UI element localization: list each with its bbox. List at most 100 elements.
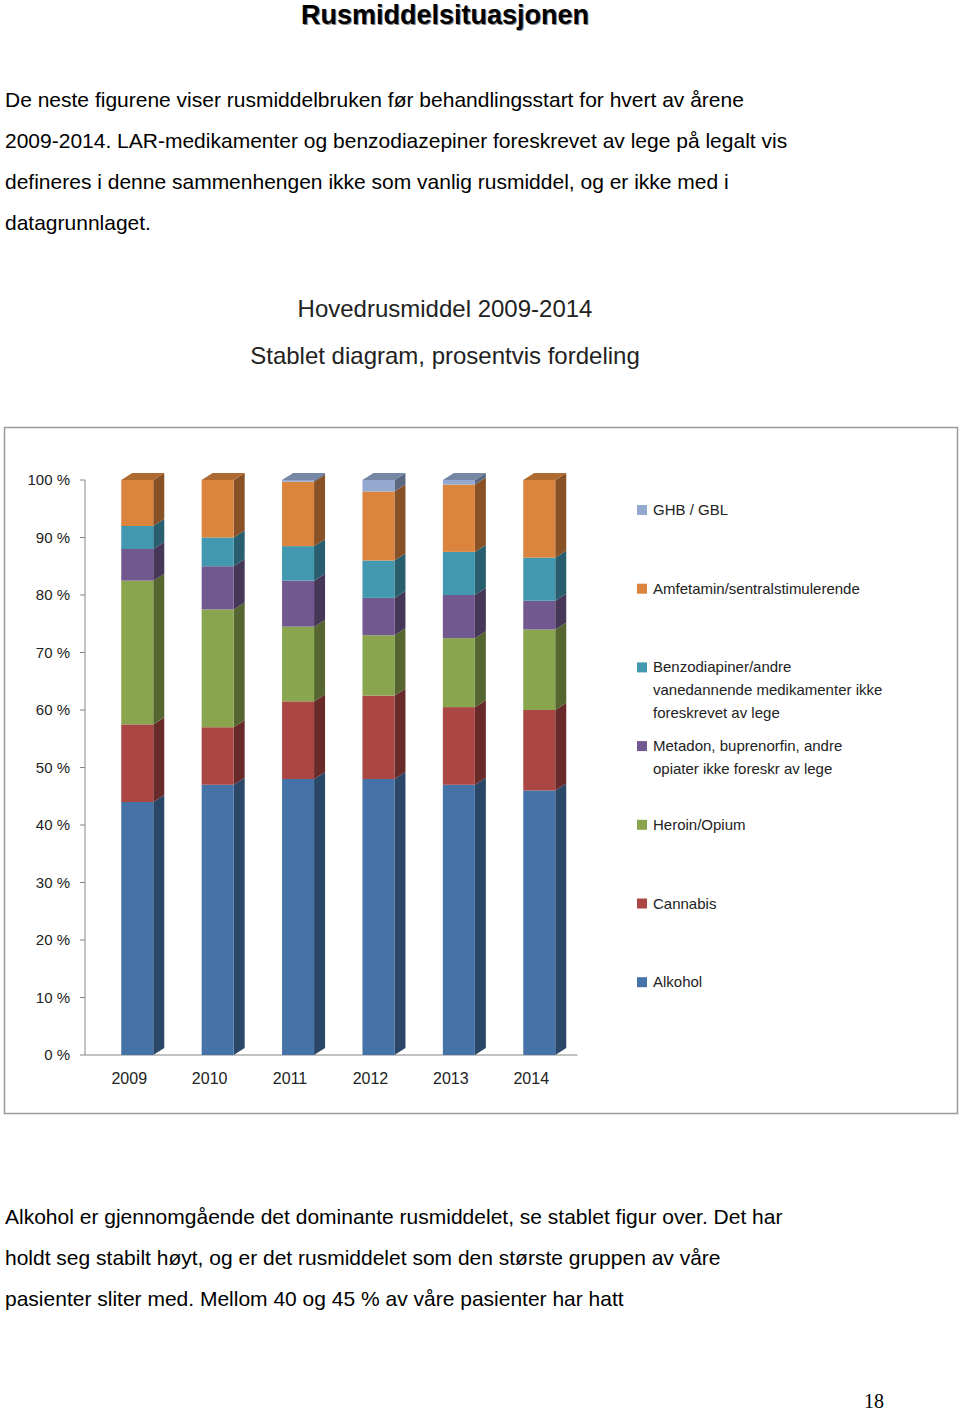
bar-segment [121,526,153,549]
legend-line: foreskrevet av lege [653,704,780,721]
y-tick-label: 20 % [36,931,70,948]
legend-swatch [637,977,647,987]
bar-segment [282,627,314,702]
bar-side [234,778,245,1055]
intro-line: defineres i denne sammenhengen ikke som … [5,170,729,194]
bar-side [314,574,325,627]
legend-label: Metadon, buprenorfin, andre opiater ikke … [653,737,842,777]
bar-segment [202,785,234,1055]
body-line: holdt seg stabilt høyt, og er det rusmid… [5,1246,721,1270]
page: Rusmiddelsituasjonen De neste figurene vi… [0,0,960,1412]
bar-side [394,591,405,635]
bar-segment [523,480,555,558]
bar-side [555,473,566,558]
bar-segment [362,598,394,635]
bar-top [523,473,566,480]
bar-top [202,473,245,480]
bar-segment [523,710,555,791]
bar-side [475,478,486,552]
y-tick [80,882,85,883]
bar-segment [443,480,475,485]
heading: Rusmiddelsituasjonen [0,0,890,30]
bar-side [555,703,566,791]
legend-label: Alkohol [653,973,702,990]
bar-top [362,473,405,480]
y-tick-label: 50 % [36,759,70,776]
bar-side [153,795,164,1055]
bar-side [394,628,405,695]
bar-side [153,717,164,802]
bar-side [234,720,245,785]
x-tick-label: 2010 [192,1070,228,1087]
y-tick-label: 0 % [44,1046,70,1063]
legend-label: Amfetamin/sentralstimulerende [653,580,860,597]
bar-side [475,631,486,707]
bar-side [555,551,566,601]
bar-segment [362,480,394,492]
bar-segment [282,546,314,581]
bar-side [394,554,405,598]
legend-swatch [637,741,647,751]
y-tick-label: 60 % [36,701,70,718]
bar-side [475,778,486,1055]
legend-line: GHB / GBL [653,501,728,518]
bar-segment [282,480,314,482]
bar-side [394,689,405,779]
bar-side [555,784,566,1056]
legend-label: Cannabis [653,895,716,912]
legend-label: Benzodiapiner/andrevanedannende medikame… [653,658,882,721]
bar-segment [121,549,153,581]
y-tick [80,997,85,998]
y-tick-label: 40 % [36,816,70,833]
bar-segment [523,601,555,630]
bar-segment [121,581,153,725]
bar-side [314,772,325,1055]
bar-top [443,473,486,480]
bar-top [121,473,164,480]
bar-segment [362,561,394,598]
x-tick-label: 2013 [433,1070,469,1087]
legend-line: Alkohol [653,973,702,990]
y-tick-label: 30 % [36,874,70,891]
bar-side [394,772,405,1055]
bar-segment [443,552,475,595]
y-tick-label: 80 % [36,586,70,603]
bar-segment [362,779,394,1055]
bar-segment [443,707,475,785]
bar-side [234,602,245,727]
x-tick-label: 2009 [111,1070,147,1087]
bar-segment [443,638,475,707]
bar-segment [523,630,555,711]
chart-frame [5,428,958,1114]
legend-label: GHB / GBL [653,501,728,518]
legend-label: Heroin/Opium [653,816,746,833]
bar-side [475,700,486,785]
legend-swatch [637,505,647,515]
bar-side [314,620,325,702]
bar-segment [121,724,153,802]
bar-segment [202,566,234,609]
bar-segment [282,701,314,779]
y-tick [80,940,85,941]
legend-swatch [637,584,647,594]
bar-side [153,574,164,725]
legend-line: Heroin/Opium [653,816,746,833]
bar-top [282,473,325,480]
bar-side [234,559,245,609]
legend-line: Metadon, buprenorfin, andre [653,737,842,754]
bar-side [475,588,486,638]
bar-segment [282,581,314,627]
y-tick-label: 100 % [27,471,70,488]
intro-line: De neste figurene viser rusmiddelbruken … [5,88,744,112]
y-tick [80,595,85,596]
bar-segment [121,802,153,1055]
legend-line: Cannabis [653,895,716,912]
chart: Hovedrusmiddel 2009-2014Stablet diagram,… [0,0,960,1412]
y-tick-label: 90 % [36,529,70,546]
body-line: Alkohol er gjennomgående det dominante r… [5,1205,782,1229]
y-tick [80,825,85,826]
bar-segment [362,635,394,695]
bar-side [555,623,566,711]
legend-line: vanedannende medikamenter ikke [653,681,882,698]
legend-line: opiater ikke foreskr av lege [653,760,832,777]
